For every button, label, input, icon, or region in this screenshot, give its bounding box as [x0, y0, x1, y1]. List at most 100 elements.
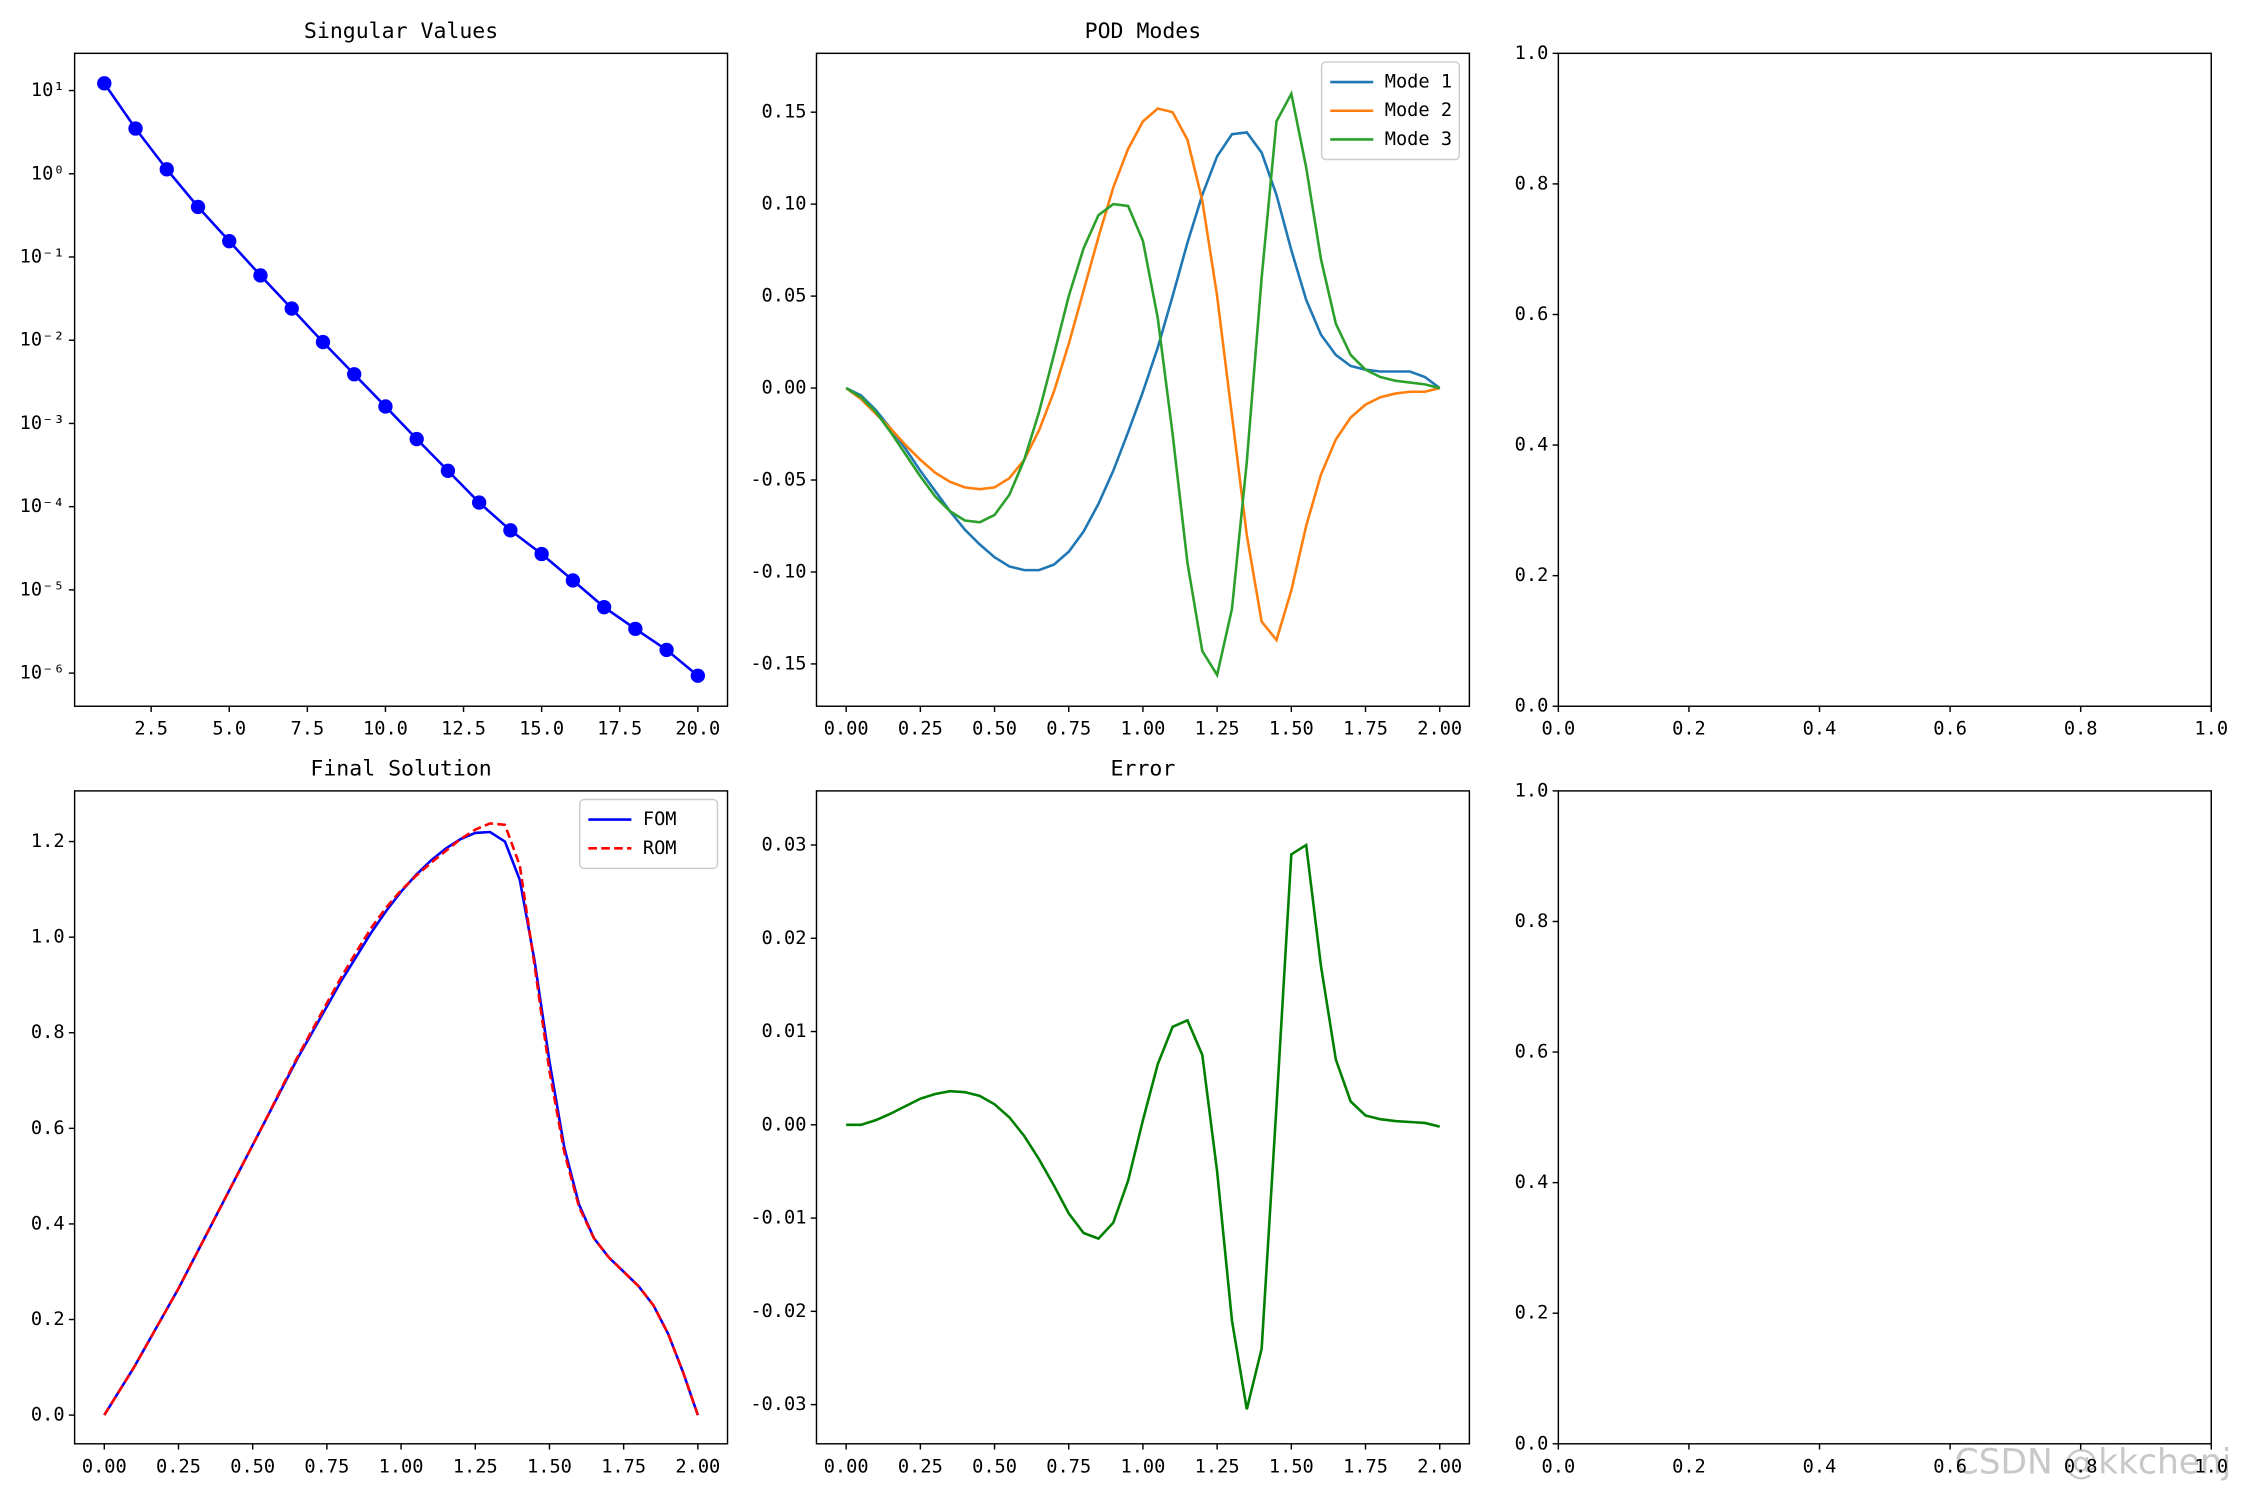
- marker: [253, 268, 268, 283]
- x-tick-label: 2.00: [1417, 719, 1462, 740]
- x-tick-label: 0.6: [1933, 1456, 1967, 1477]
- y-tick-label: 10⁻⁵: [20, 579, 65, 600]
- y-tick-label: 0.00: [762, 1114, 807, 1135]
- x-tick-label: 0.4: [1803, 1456, 1837, 1477]
- y-tick-label: 10⁰: [31, 163, 65, 184]
- x-tick-label: 0.25: [898, 1456, 943, 1477]
- marker: [190, 199, 206, 215]
- marker: [471, 495, 487, 510]
- marker: [659, 642, 674, 658]
- x-tick-label: 0.50: [972, 719, 1017, 740]
- x-tick-label: 2.00: [675, 1456, 720, 1477]
- y-tick-label: -0.02: [750, 1301, 806, 1322]
- marker: [97, 76, 112, 91]
- x-tick-label: 20.0: [675, 719, 720, 740]
- y-tick-label: 1.0: [1515, 780, 1549, 801]
- x-tick-label: 0.4: [1803, 719, 1837, 740]
- line: [845, 131, 1441, 572]
- x-tick-label: 17.5: [597, 719, 642, 740]
- x-tick-label: 10.0: [363, 719, 408, 740]
- y-tick-label: 1.0: [31, 927, 65, 948]
- y-tick-label: 0.8: [1515, 173, 1549, 194]
- marker: [378, 399, 393, 414]
- marker: [565, 573, 581, 588]
- y-tick-label: -0.03: [750, 1394, 806, 1415]
- legend-label: Mode 1: [1385, 72, 1452, 93]
- x-tick-label: 12.5: [441, 719, 486, 740]
- x-tick-label: 0.2: [1672, 1456, 1706, 1477]
- y-tick-label: 0.6: [31, 1118, 65, 1139]
- x-tick-label: 2.00: [1417, 1456, 1462, 1477]
- y-tick-label: -0.01: [750, 1208, 806, 1229]
- x-tick-label: 0.75: [1046, 719, 1091, 740]
- x-tick-label: 0.00: [824, 1456, 869, 1477]
- chart-title: POD Modes: [1085, 19, 1202, 44]
- y-tick-label: 0.8: [31, 1022, 65, 1043]
- x-tick-label: 1.75: [1343, 1456, 1388, 1477]
- y-tick-label: 0.2: [1515, 565, 1549, 586]
- y-tick-label: 0.03: [762, 834, 807, 855]
- y-tick-label: 0.05: [762, 286, 807, 307]
- x-tick-label: 0.00: [82, 1456, 127, 1477]
- x-tick-label: 0.75: [1046, 1456, 1091, 1477]
- x-tick-label: 0.2: [1672, 719, 1706, 740]
- line: [846, 842, 1441, 1410]
- x-tick-label: 1.50: [527, 1456, 572, 1477]
- x-tick-label: 0.0: [1542, 1456, 1576, 1477]
- y-tick-label: 0.0: [1515, 696, 1549, 717]
- legend-label: Mode 3: [1385, 129, 1452, 150]
- y-tick-label: 0.10: [762, 194, 807, 215]
- axes-frame: [815, 790, 1471, 1445]
- y-tick-label: 0.4: [1515, 1172, 1549, 1193]
- marker: [440, 463, 456, 478]
- y-tick-label: 10⁻³: [20, 413, 65, 434]
- y-tick-label: -0.05: [750, 470, 806, 491]
- x-tick-label: 1.00: [1120, 719, 1165, 740]
- marker: [159, 162, 174, 177]
- x-tick-label: 2.5: [134, 719, 168, 740]
- legend-label: FOM: [643, 809, 677, 830]
- y-tick-label: 1.0: [1515, 43, 1549, 64]
- line: [845, 90, 1441, 679]
- marker: [222, 233, 237, 249]
- y-tick-label: 10⁻⁴: [20, 496, 65, 517]
- x-tick-label: 15.0: [519, 719, 564, 740]
- y-tick-label: -0.15: [750, 653, 806, 674]
- axes-frame: [73, 790, 729, 1445]
- x-tick-label: 0.00: [824, 719, 869, 740]
- y-tick-label: 0.15: [762, 102, 807, 123]
- y-tick-label: 0.2: [1515, 1303, 1549, 1324]
- y-tick-label: -0.10: [750, 561, 806, 582]
- y-tick-label: 0.01: [762, 1021, 807, 1042]
- x-tick-label: 1.50: [1269, 719, 1314, 740]
- y-tick-label: 10⁻⁶: [20, 663, 65, 684]
- marker: [284, 301, 299, 316]
- y-tick-label: 0.02: [762, 928, 807, 949]
- x-tick-label: 0.25: [898, 719, 943, 740]
- chart-title: Final Solution: [310, 756, 491, 781]
- x-tick-label: 0.25: [156, 1456, 201, 1477]
- axes-frame: [73, 52, 729, 707]
- x-tick-label: 1.25: [1195, 1456, 1240, 1477]
- y-tick-label: 0.4: [31, 1213, 65, 1234]
- chart-title: Error: [1111, 756, 1176, 781]
- y-tick-label: 0.8: [1515, 911, 1549, 932]
- x-tick-label: 1.75: [1343, 719, 1388, 740]
- x-tick-label: 1.00: [379, 1456, 424, 1477]
- x-tick-label: 0.8: [2064, 1456, 2098, 1477]
- y-tick-label: 0.6: [1515, 1042, 1549, 1063]
- x-tick-label: 1.50: [1269, 1456, 1314, 1477]
- y-tick-label: 0.4: [1515, 435, 1549, 456]
- x-tick-label: 0.75: [304, 1456, 349, 1477]
- x-tick-label: 1.25: [453, 1456, 498, 1477]
- y-tick-label: 1.2: [31, 831, 65, 852]
- y-tick-label: 0.6: [1515, 304, 1549, 325]
- legend-frame: [1320, 61, 1461, 161]
- x-tick-label: 5.0: [212, 719, 246, 740]
- legend-label: ROM: [643, 838, 677, 859]
- y-tick-label: 0.2: [31, 1309, 65, 1330]
- legend-label: Mode 2: [1385, 100, 1452, 121]
- x-tick-label: 1.75: [601, 1456, 646, 1477]
